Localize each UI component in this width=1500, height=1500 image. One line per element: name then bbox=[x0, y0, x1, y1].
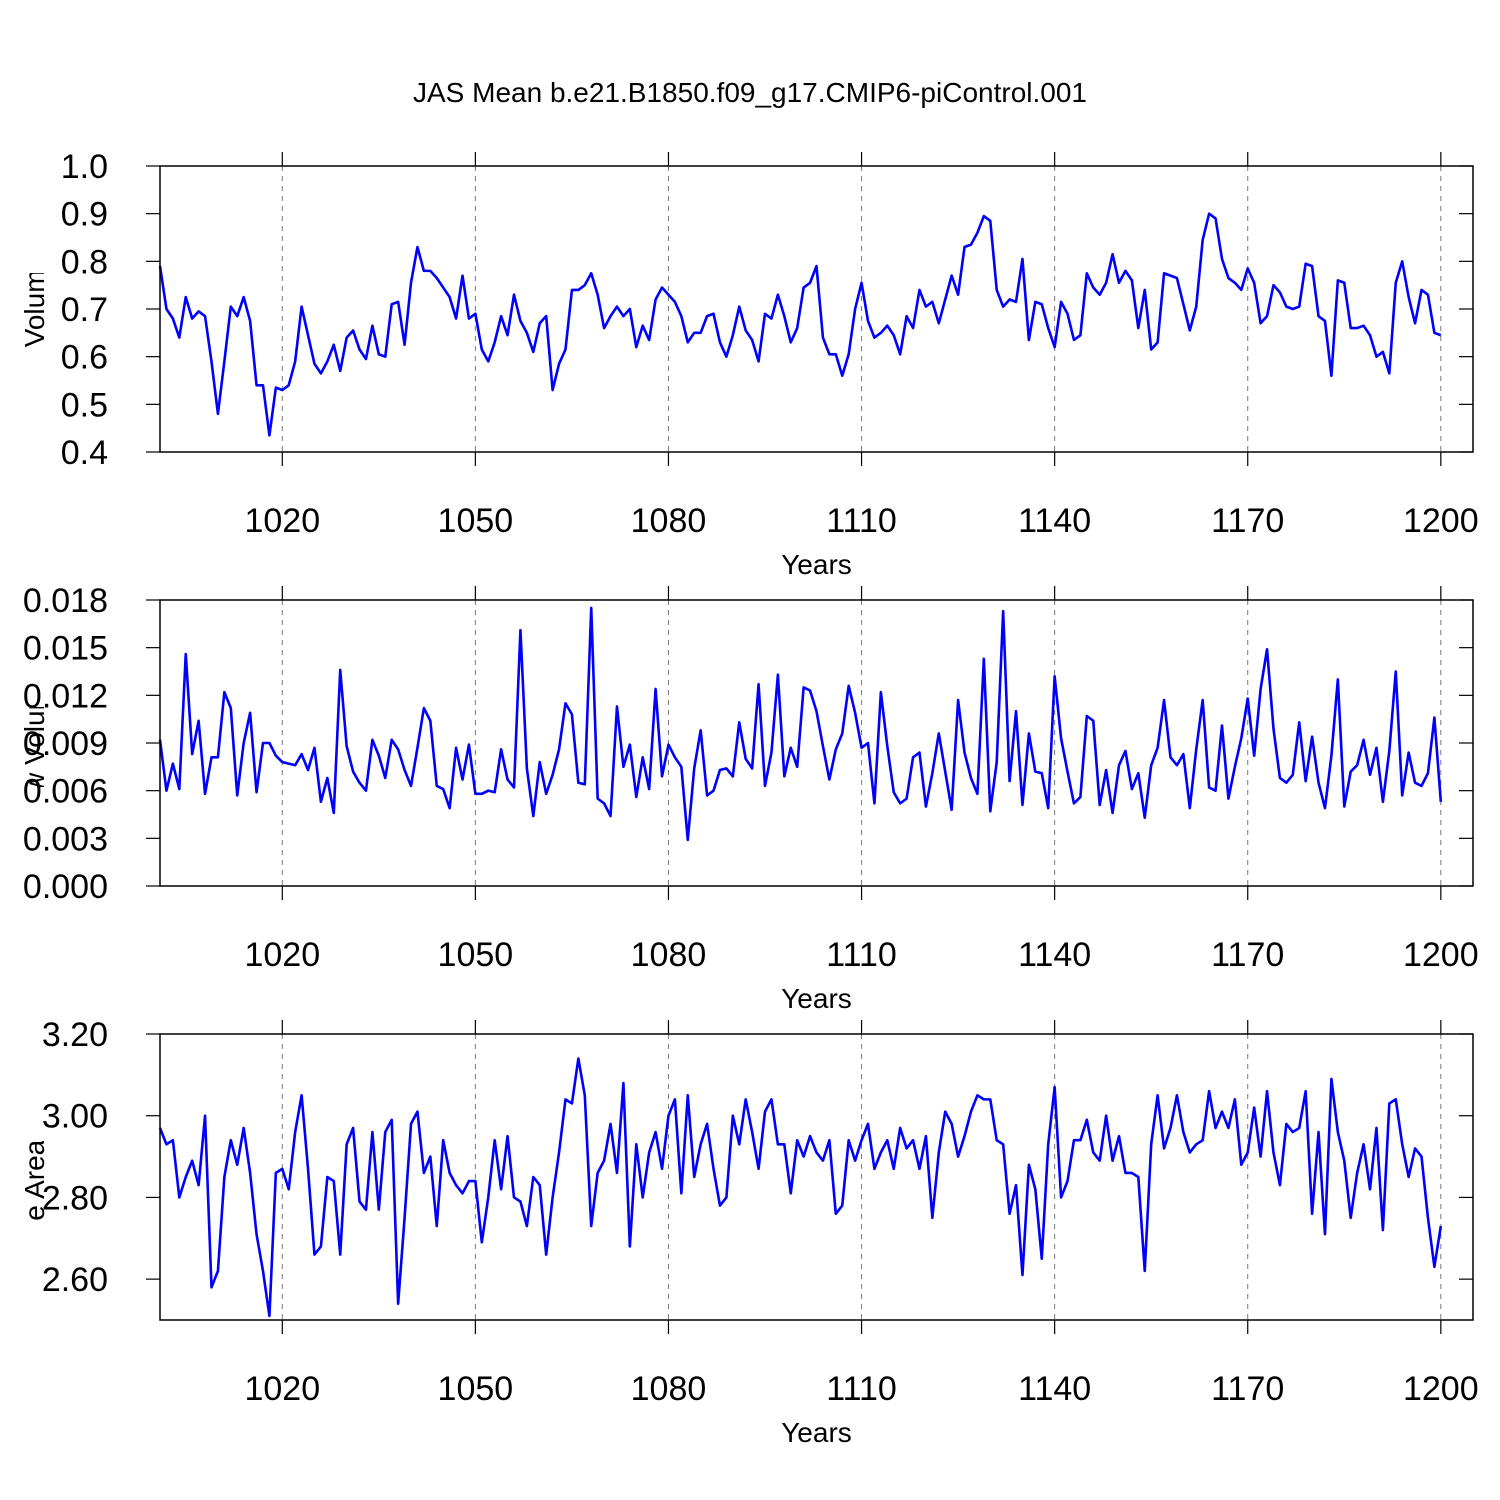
x-tick-label: 1140 bbox=[1018, 502, 1091, 540]
y-tick-label: 0.5 bbox=[61, 386, 108, 424]
x-tick-label: 1020 bbox=[244, 502, 320, 540]
y-tick-label: 1.0 bbox=[61, 148, 108, 186]
y-tick-label: 0.015 bbox=[23, 630, 108, 668]
x-tick-label: 1170 bbox=[1211, 1370, 1284, 1408]
y-tick-label: 0.018 bbox=[23, 582, 108, 620]
y-tick-label: 3.00 bbox=[42, 1098, 108, 1136]
x-tick-label: 1140 bbox=[1018, 1370, 1091, 1408]
y-tick-label: 0.012 bbox=[23, 677, 108, 715]
panel: 1020 1050 1080 1110 1140 1170 1200 0.000 0.003 0.… bbox=[16, 573, 1479, 1014]
panel: 1020 1050 1080 1110 1140 1170 1200 0.4 0.5 0.6 0.7… bbox=[16, 148, 1479, 580]
x-tick-label: 1200 bbox=[1403, 936, 1479, 974]
y-axis-label-exponent: 3 bbox=[16, 156, 36, 166]
x-tick-label: 1050 bbox=[438, 936, 514, 974]
x-tick-label: 1020 bbox=[244, 1370, 320, 1408]
x-tick-label: 1170 bbox=[1211, 936, 1284, 974]
y-tick-label: 0.9 bbox=[61, 196, 108, 234]
plot-frame bbox=[159, 599, 1474, 887]
x-tick-label: 1200 bbox=[1403, 1370, 1479, 1408]
data-line bbox=[158, 1057, 1443, 1318]
x-axis-label: Years bbox=[781, 549, 852, 580]
x-tick-label: 1050 bbox=[438, 502, 514, 540]
x-tick-label: 1110 bbox=[826, 1370, 897, 1408]
x-tick-label: 1080 bbox=[631, 1370, 707, 1408]
y-axis-label: CArc Ice Volume 1013 m3 bbox=[16, 156, 50, 463]
x-tick-label: 1110 bbox=[826, 936, 897, 974]
x-tick-label: 1080 bbox=[631, 936, 707, 974]
y-tick-label: 0.003 bbox=[23, 820, 108, 858]
y-axis-label-exponent: 12 bbox=[16, 1081, 36, 1101]
y-axis-label-part: m bbox=[19, 166, 50, 189]
x-tick-label: 1080 bbox=[631, 502, 707, 540]
y-tick-label: 0.006 bbox=[23, 773, 108, 811]
y-tick-label: 0.4 bbox=[61, 434, 108, 472]
panel: 1020 1050 1080 1110 1140 1170 1200 2.60 2.80 3.00… bbox=[16, 1016, 1479, 1448]
data-line bbox=[158, 212, 1442, 437]
y-axis-label-part: CArc Snow Volume 10 bbox=[19, 633, 50, 913]
y-tick-label: 3.20 bbox=[42, 1016, 108, 1054]
y-axis-label-part: CArc Ice Volume 10 bbox=[19, 215, 50, 462]
y-tick-label: 0.009 bbox=[23, 725, 108, 763]
x-tick-label: 1110 bbox=[826, 502, 897, 540]
y-axis-label-exponent: 2 bbox=[16, 1041, 36, 1051]
y-axis-label-exponent: 13 bbox=[16, 195, 36, 215]
plot-frame bbox=[159, 1033, 1474, 1321]
x-tick-label: 1020 bbox=[244, 936, 320, 974]
data-line bbox=[158, 606, 1443, 842]
x-axis-label: Years bbox=[781, 1417, 852, 1448]
x-tick-label: 1140 bbox=[1018, 936, 1091, 974]
y-axis-label: CArc Ice Area 1012 m2 bbox=[16, 1041, 50, 1312]
y-tick-label: 0.7 bbox=[61, 291, 108, 329]
y-tick-label: 0.6 bbox=[61, 339, 108, 377]
y-axis-label-part: CArc Ice Area 10 bbox=[19, 1101, 50, 1313]
x-tick-label: 1200 bbox=[1403, 502, 1479, 540]
x-tick-label: 1170 bbox=[1211, 502, 1284, 540]
y-axis-label-part: m bbox=[19, 1052, 50, 1075]
y-tick-label: 0.8 bbox=[61, 243, 108, 281]
y-tick-label: 2.60 bbox=[42, 1261, 108, 1299]
x-axis-label: Years bbox=[781, 983, 852, 1014]
y-tick-label: 2.80 bbox=[42, 1179, 108, 1217]
y-tick-label: 0.000 bbox=[23, 868, 108, 906]
plot-frame bbox=[159, 165, 1474, 453]
x-tick-label: 1050 bbox=[438, 1370, 514, 1408]
y-axis-label: CArc Snow Volume 1013m3 bbox=[16, 573, 50, 913]
figure-title: JAS Mean b.e21.B1850.f09_g17.CMIP6-piCon… bbox=[413, 77, 1087, 108]
